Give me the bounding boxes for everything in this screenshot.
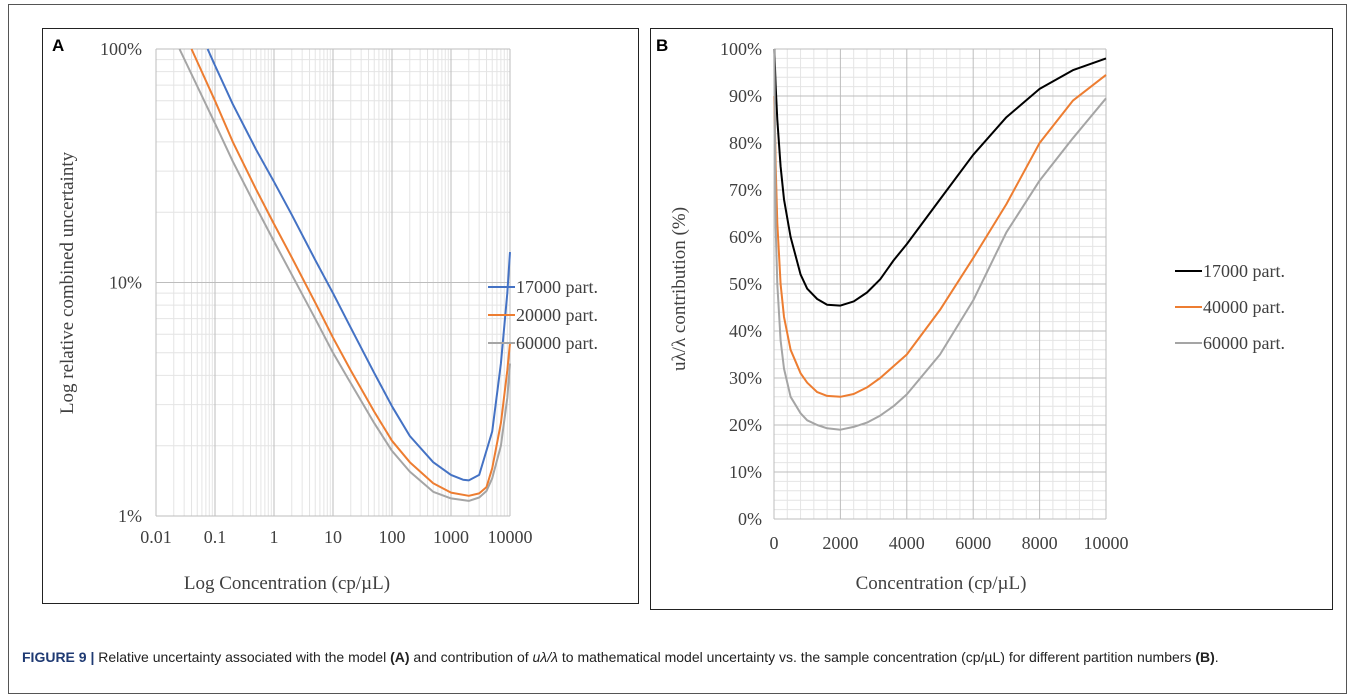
chart-b-svg: 0 2000 4000 6000 8000 10000 0% 10% 20% 30% 40% 50% 6… xyxy=(651,29,1334,611)
caption-ref-a: (A) xyxy=(390,649,409,665)
series-line-2 xyxy=(180,49,511,501)
y-tick-label: 100% xyxy=(100,39,142,59)
x-tick-label: 1000 xyxy=(433,527,469,547)
panel-b: 0 2000 4000 6000 8000 10000 0% 10% 20% 30% 40% 50% 6… xyxy=(650,28,1333,610)
x-tick-label: 1 xyxy=(270,527,279,547)
figure-caption: FIGURE 9 | Relative uncertainty associat… xyxy=(22,647,1332,668)
series-line-0 xyxy=(774,49,1106,306)
x-tick-label: 4000 xyxy=(889,533,925,553)
y-tick-label: 70% xyxy=(729,180,762,200)
panel-a-label: A xyxy=(52,36,64,55)
series-line-1 xyxy=(774,75,1106,397)
legend-label: 17000 part. xyxy=(1203,261,1285,281)
x-tick-label: 0.01 xyxy=(140,527,172,547)
x-tick-label: 0.1 xyxy=(204,527,227,547)
y-tick-label: 0% xyxy=(738,509,762,529)
chart-a-x-axis-label: Log Concentration (cp/µL) xyxy=(184,573,390,594)
y-tick-label: 50% xyxy=(729,274,762,294)
caption-text-4: . xyxy=(1215,649,1219,665)
legend-label: 40000 part. xyxy=(1203,297,1285,317)
y-tick-label: 20% xyxy=(729,415,762,435)
y-tick-label: 30% xyxy=(729,368,762,388)
caption-label: FIGURE 9 | xyxy=(22,649,94,665)
caption-symbol: uλ/λ xyxy=(533,649,558,665)
chart-a-y-axis-label: Log relative combined uncertainty xyxy=(57,151,78,414)
y-tick-label: 1% xyxy=(118,506,142,526)
x-tick-label: 10 xyxy=(324,527,342,547)
y-tick-label: 40% xyxy=(729,321,762,341)
y-tick-label: 60% xyxy=(729,227,762,247)
series-line-0 xyxy=(208,49,510,480)
caption-ref-b: (B) xyxy=(1195,649,1214,665)
x-tick-label: 10000 xyxy=(1084,533,1129,553)
x-tick-label: 8000 xyxy=(1022,533,1058,553)
chart-a-svg: 0.01 0.1 1 10 100 1000 10000 1% 10% 100% 17000 pa… xyxy=(43,29,640,605)
y-tick-label: 10% xyxy=(109,273,142,293)
y-tick-label: 80% xyxy=(729,133,762,153)
caption-text-2: and contribution of xyxy=(410,649,533,665)
y-tick-label: 90% xyxy=(729,86,762,106)
y-tick-label: 100% xyxy=(720,39,762,59)
x-tick-label: 10000 xyxy=(488,527,533,547)
series-line-2 xyxy=(774,49,1106,430)
chart-b-y-axis-label: uλ/λ contribution (%) xyxy=(669,207,690,371)
legend-label: 60000 part. xyxy=(516,333,598,353)
caption-text-3: to mathematical model uncertainty vs. th… xyxy=(558,649,1195,665)
x-tick-label: 2000 xyxy=(822,533,858,553)
x-tick-label: 6000 xyxy=(955,533,991,553)
x-tick-label: 0 xyxy=(770,533,779,553)
x-tick-label: 100 xyxy=(379,527,406,547)
legend-label: 17000 part. xyxy=(516,277,598,297)
legend-label: 60000 part. xyxy=(1203,333,1285,353)
panel-a: 0.01 0.1 1 10 100 1000 10000 1% 10% 100% 17000 pa… xyxy=(42,28,639,604)
panel-b-label: B xyxy=(656,36,668,55)
chart-b-x-axis-label: Concentration (cp/µL) xyxy=(856,573,1027,594)
caption-text-1: Relative uncertainty associated with the… xyxy=(94,649,390,665)
legend-label: 20000 part. xyxy=(516,305,598,325)
y-tick-label: 10% xyxy=(729,462,762,482)
